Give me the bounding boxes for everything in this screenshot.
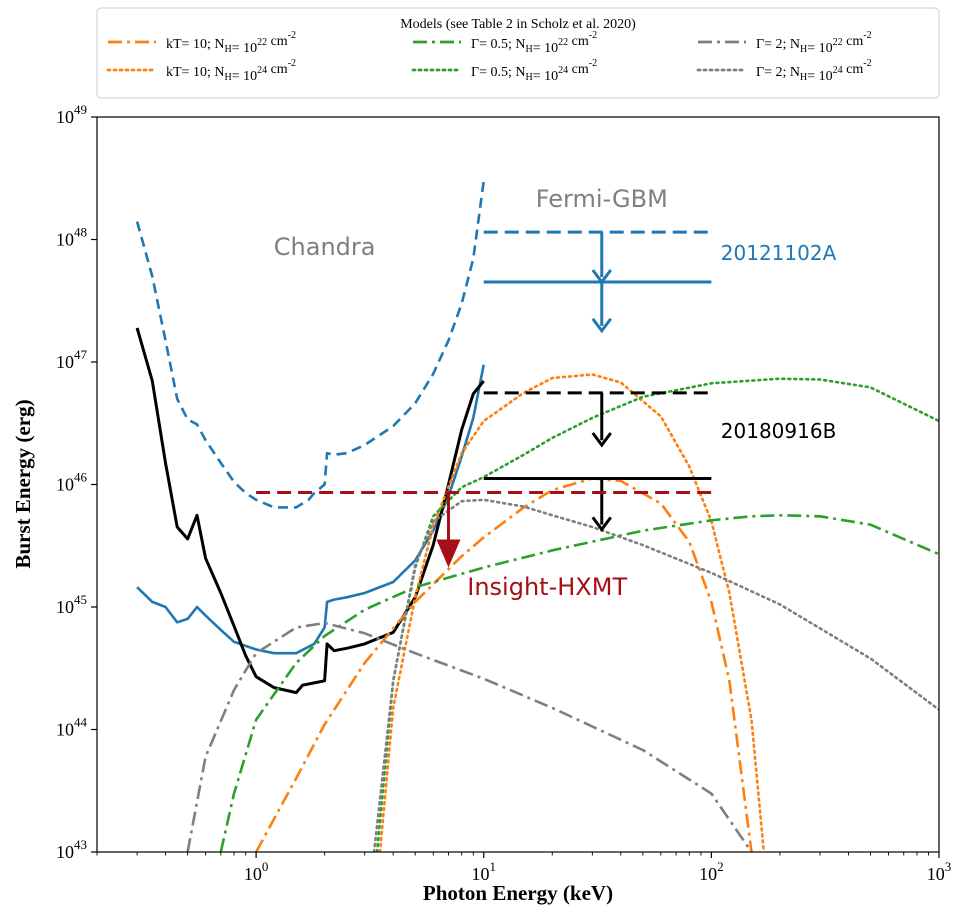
- upper-limit-1: [483, 280, 712, 334]
- legend-label-5: Γ= 2; NH= 1024 cm-2: [756, 58, 872, 84]
- annotation-layer: Chandra Fermi-GBM 20121102A 20180916B Insigh…: [274, 185, 837, 601]
- annotation-1: Fermi-GBM: [536, 185, 668, 213]
- series-line-1: [136, 364, 485, 655]
- legend-entry-2: Γ= 0.5; NH= 1022 cm-2: [413, 30, 597, 56]
- y-axis: 1043 1044 1045 1046 1047 1048 1049: [56, 102, 97, 862]
- legend-entry-5: Γ= 2; NH= 1024 cm-2: [696, 58, 872, 84]
- upper-limit-3: [483, 476, 712, 532]
- legend-label-1: kT= 10; NH= 1024 cm-2: [166, 58, 296, 84]
- series-line-7: [186, 621, 753, 852]
- legend-entry-4: Γ= 2; NH= 1022 cm-2: [698, 30, 872, 56]
- y-tick-label-2: 1045: [56, 592, 87, 617]
- x-tick-label-1: 101: [471, 859, 496, 884]
- legend-label-4: Γ= 2; NH= 1022 cm-2: [756, 30, 872, 56]
- x-axis: 100 101 102 103: [96, 852, 952, 884]
- y-tick-label-6: 1049: [56, 102, 87, 127]
- x-axis-label: Photon Energy (keV): [423, 881, 613, 905]
- plot-frame: [96, 116, 940, 853]
- series-layer: [135, 180, 939, 852]
- legend-entry-3: Γ= 0.5; NH= 1024 cm-2: [411, 58, 597, 84]
- upper-limit-arrow-head-3: [591, 516, 612, 532]
- legend-label-0: kT= 10; NH= 1022 cm-2: [166, 30, 296, 56]
- legend-entry-0: kT= 10; NH= 1022 cm-2: [108, 30, 296, 56]
- upper-limit-2: [483, 391, 712, 448]
- y-tick-label-4: 1047: [56, 347, 88, 372]
- upper-limit-arrow-head-4: [436, 539, 461, 568]
- limits-layer: [256, 230, 712, 568]
- series-line-6: [375, 377, 939, 852]
- y-tick-label-3: 1046: [56, 470, 88, 495]
- y-tick-label-0: 1043: [56, 837, 87, 862]
- series-line-3: [254, 477, 753, 852]
- annotation-0: Chandra: [274, 233, 376, 261]
- legend-box: [96, 7, 940, 99]
- y-tick-label-5: 1048: [56, 225, 87, 250]
- x-tick-label-0: 100: [244, 859, 269, 884]
- annotation-2: 20121102A: [721, 241, 837, 265]
- legend-label-2: Γ= 0.5; NH= 1022 cm-2: [471, 30, 597, 56]
- annotation-4: Insight-HXMT: [467, 573, 627, 601]
- series-line-2: [135, 327, 485, 695]
- series-line-5: [219, 514, 939, 852]
- legend-title: Models (see Table 2 in Scholz et al. 202…: [400, 17, 636, 32]
- upper-limit-0: [483, 230, 712, 285]
- x-tick-label-3: 103: [927, 859, 952, 884]
- upper-limit-arrow-head-1: [591, 317, 612, 334]
- legend: Models (see Table 2 in Scholz et al. 202…: [96, 7, 940, 99]
- x-tick-label-2: 102: [699, 859, 724, 884]
- annotation-3: 20180916B: [721, 419, 837, 443]
- legend-label-3: Γ= 0.5; NH= 1024 cm-2: [471, 58, 597, 84]
- upper-limit-arrow-head-2: [591, 432, 612, 448]
- legend-entry-1: kT= 10; NH= 1024 cm-2: [106, 58, 296, 84]
- series-line-8: [372, 498, 939, 852]
- y-tick-label-1: 1044: [56, 715, 88, 740]
- y-axis-label: Burst Energy (erg): [11, 399, 35, 568]
- series-line-4: [378, 373, 766, 852]
- series-line-0: [135, 180, 485, 509]
- upper-limit-4: [256, 491, 712, 568]
